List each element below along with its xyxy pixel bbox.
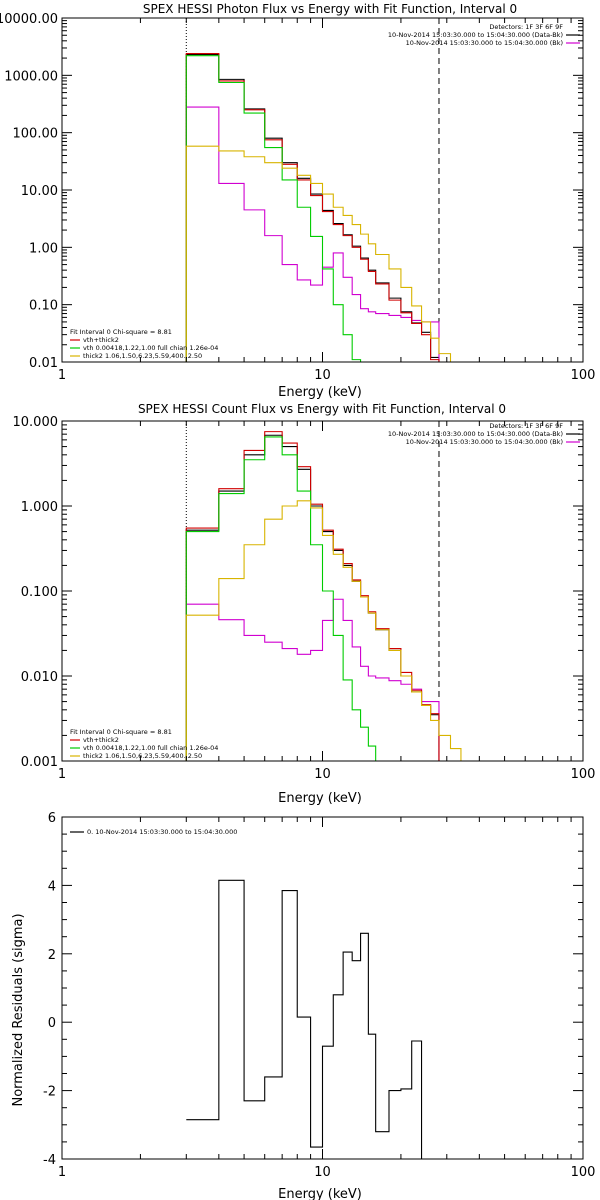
x-axis-label: Energy (keV)	[278, 385, 362, 400]
panel-title: SPEX HESSI Photon Flux vs Energy with Fi…	[143, 2, 517, 16]
legend: 0. 10-Nov-2014 15:03:30.000 to 15:04:30.…	[70, 828, 237, 836]
legend-bottom-left: Fit Interval 0 Chi-square = 8.81 vth+thi…	[70, 728, 218, 760]
legend-entry: 0. 10-Nov-2014 15:03:30.000 to 15:04:30.…	[87, 828, 237, 836]
y-tick-label: 10.000	[13, 415, 59, 430]
series-thick2	[185, 500, 472, 761]
series-group	[186, 879, 440, 1159]
legend-entry-bk: 10-Nov-2014 15:03:30.000 to 15:04:30.000…	[406, 39, 563, 47]
series-vth-thick2	[185, 431, 440, 761]
series-data-bk	[185, 54, 440, 362]
plot-area	[185, 421, 472, 761]
y-tick-label: 10000.00	[0, 12, 58, 27]
y-tick-label: -2	[43, 1085, 56, 1100]
axes: 1 10 100 0.001 0.010 0.100 1.000 10.000	[13, 415, 596, 782]
x-tick-label: 100	[571, 767, 596, 782]
legend-bottom-left: Fit Interval 0 Chi-square = 8.81 vth+thi…	[70, 328, 218, 360]
legend-entry-vth: vth 0.00418,1.22,1.00 full chian 1.26e-0…	[83, 344, 218, 352]
series-data-bk	[185, 434, 440, 761]
y-tick-label: 6	[48, 811, 56, 826]
legend-header: Detectors: 1F 3F 6F 9F	[489, 422, 563, 430]
series-bk	[185, 598, 440, 761]
y-tick-label: 4	[48, 879, 56, 894]
legend-top-right: Detectors: 1F 3F 6F 9F 10-Nov-2014 15:03…	[388, 422, 580, 446]
y-tick-label: 1000.00	[4, 69, 58, 84]
legend-entry-vth: vth 0.00418,1.22,1.00 full chian 1.26e-0…	[83, 744, 218, 752]
y-tick-label: 1.000	[21, 500, 58, 515]
series-0-10-nov-2014-15-03-30-000-to-15-04-30-000	[186, 879, 440, 1159]
x-tick-label: 100	[571, 368, 596, 383]
axes: 1 10 100 -4 -2 0 2 4 6	[43, 811, 595, 1180]
y-tick-label: 0.01	[29, 356, 58, 371]
photon-flux-panel: SPEX HESSI Photon Flux vs Energy with Fi…	[0, 2, 595, 400]
legend-entry-data-bk: 10-Nov-2014 15:03:30.000 to 15:04:30.000…	[388, 430, 563, 438]
legend-header: Fit Interval 0 Chi-square = 8.81	[70, 728, 172, 736]
x-tick-label: 1	[58, 368, 66, 383]
series-vth-thick2	[185, 52, 440, 362]
legend-entry-vth-thick2: vth+thick2	[83, 336, 119, 344]
y-tick-label: 10.00	[21, 184, 58, 199]
y-tick-label: -4	[43, 1153, 56, 1168]
series-thick2	[185, 145, 452, 362]
axes: 1 10 100 0.01 0.10 1.00 10.00 100.00 1000.00 1000…	[0, 12, 595, 383]
legend-header: Detectors: 1F 3F 6F 9F	[489, 23, 563, 31]
residuals-panel: 1 10 100 -4 -2 0 2 4 6 Energy (keV) Normalized R…	[11, 811, 595, 1200]
panel-title: SPEX HESSI Count Flux vs Energy with Fit…	[138, 402, 506, 416]
plot-area	[186, 879, 440, 1159]
x-axis-label: Energy (keV)	[278, 791, 362, 806]
legend-header: Fit Interval 0 Chi-square = 8.81	[70, 328, 172, 336]
legend-top-right: Detectors: 1F 3F 6F 9F 10-Nov-2014 15:03…	[388, 23, 580, 47]
legend-entry-thick2: thick2 1.06,1.50,6.23,5.59,400.,2.50	[83, 752, 202, 760]
x-tick-label: 1	[58, 1165, 66, 1180]
x-axis-label: Energy (keV)	[278, 1187, 362, 1200]
x-tick-label: 10	[314, 1165, 331, 1180]
series-group	[185, 421, 472, 761]
y-tick-label: 2	[48, 948, 56, 963]
y-tick-label: 0.100	[21, 585, 58, 600]
series-group	[185, 18, 452, 362]
legend-entry-thick2: thick2 1.06,1.50,6.23,5.59,400.,2.50	[83, 352, 202, 360]
x-tick-label: 100	[571, 1165, 596, 1180]
y-tick-label: 1.00	[29, 241, 58, 256]
y-tick-label: 0.10	[29, 299, 58, 314]
series-vth	[185, 436, 377, 761]
legend-entry-bk: 10-Nov-2014 15:03:30.000 to 15:04:30.000…	[406, 438, 563, 446]
y-tick-label: 0	[48, 1016, 56, 1031]
y-tick-label: 100.00	[13, 127, 59, 142]
y-axis-label: Normalized Residuals (sigma)	[11, 913, 26, 1106]
legend-entry-vth-thick2: vth+thick2	[83, 736, 119, 744]
plot-area	[185, 18, 452, 362]
count-flux-panel: SPEX HESSI Count Flux vs Energy with Fit…	[13, 402, 596, 806]
series-bk	[185, 106, 440, 362]
x-tick-label: 1	[58, 767, 66, 782]
y-tick-label: 0.010	[21, 670, 58, 685]
y-tick-label: 0.001	[21, 755, 58, 770]
series-vth	[185, 55, 362, 362]
legend-entry-data-bk: 10-Nov-2014 15:03:30.000 to 15:04:30.000…	[388, 31, 563, 39]
x-tick-label: 10	[314, 368, 331, 383]
x-tick-label: 10	[314, 767, 331, 782]
